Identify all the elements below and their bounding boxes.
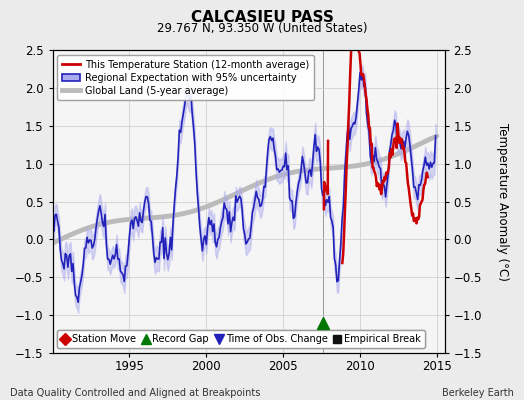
Text: Berkeley Earth: Berkeley Earth [442, 388, 514, 398]
Text: Data Quality Controlled and Aligned at Breakpoints: Data Quality Controlled and Aligned at B… [10, 388, 261, 398]
Y-axis label: Temperature Anomaly (°C): Temperature Anomaly (°C) [496, 122, 509, 280]
Text: 29.767 N, 93.350 W (United States): 29.767 N, 93.350 W (United States) [157, 22, 367, 35]
Legend: Station Move, Record Gap, Time of Obs. Change, Empirical Break: Station Move, Record Gap, Time of Obs. C… [58, 330, 424, 348]
Text: CALCASIEU PASS: CALCASIEU PASS [191, 10, 333, 25]
